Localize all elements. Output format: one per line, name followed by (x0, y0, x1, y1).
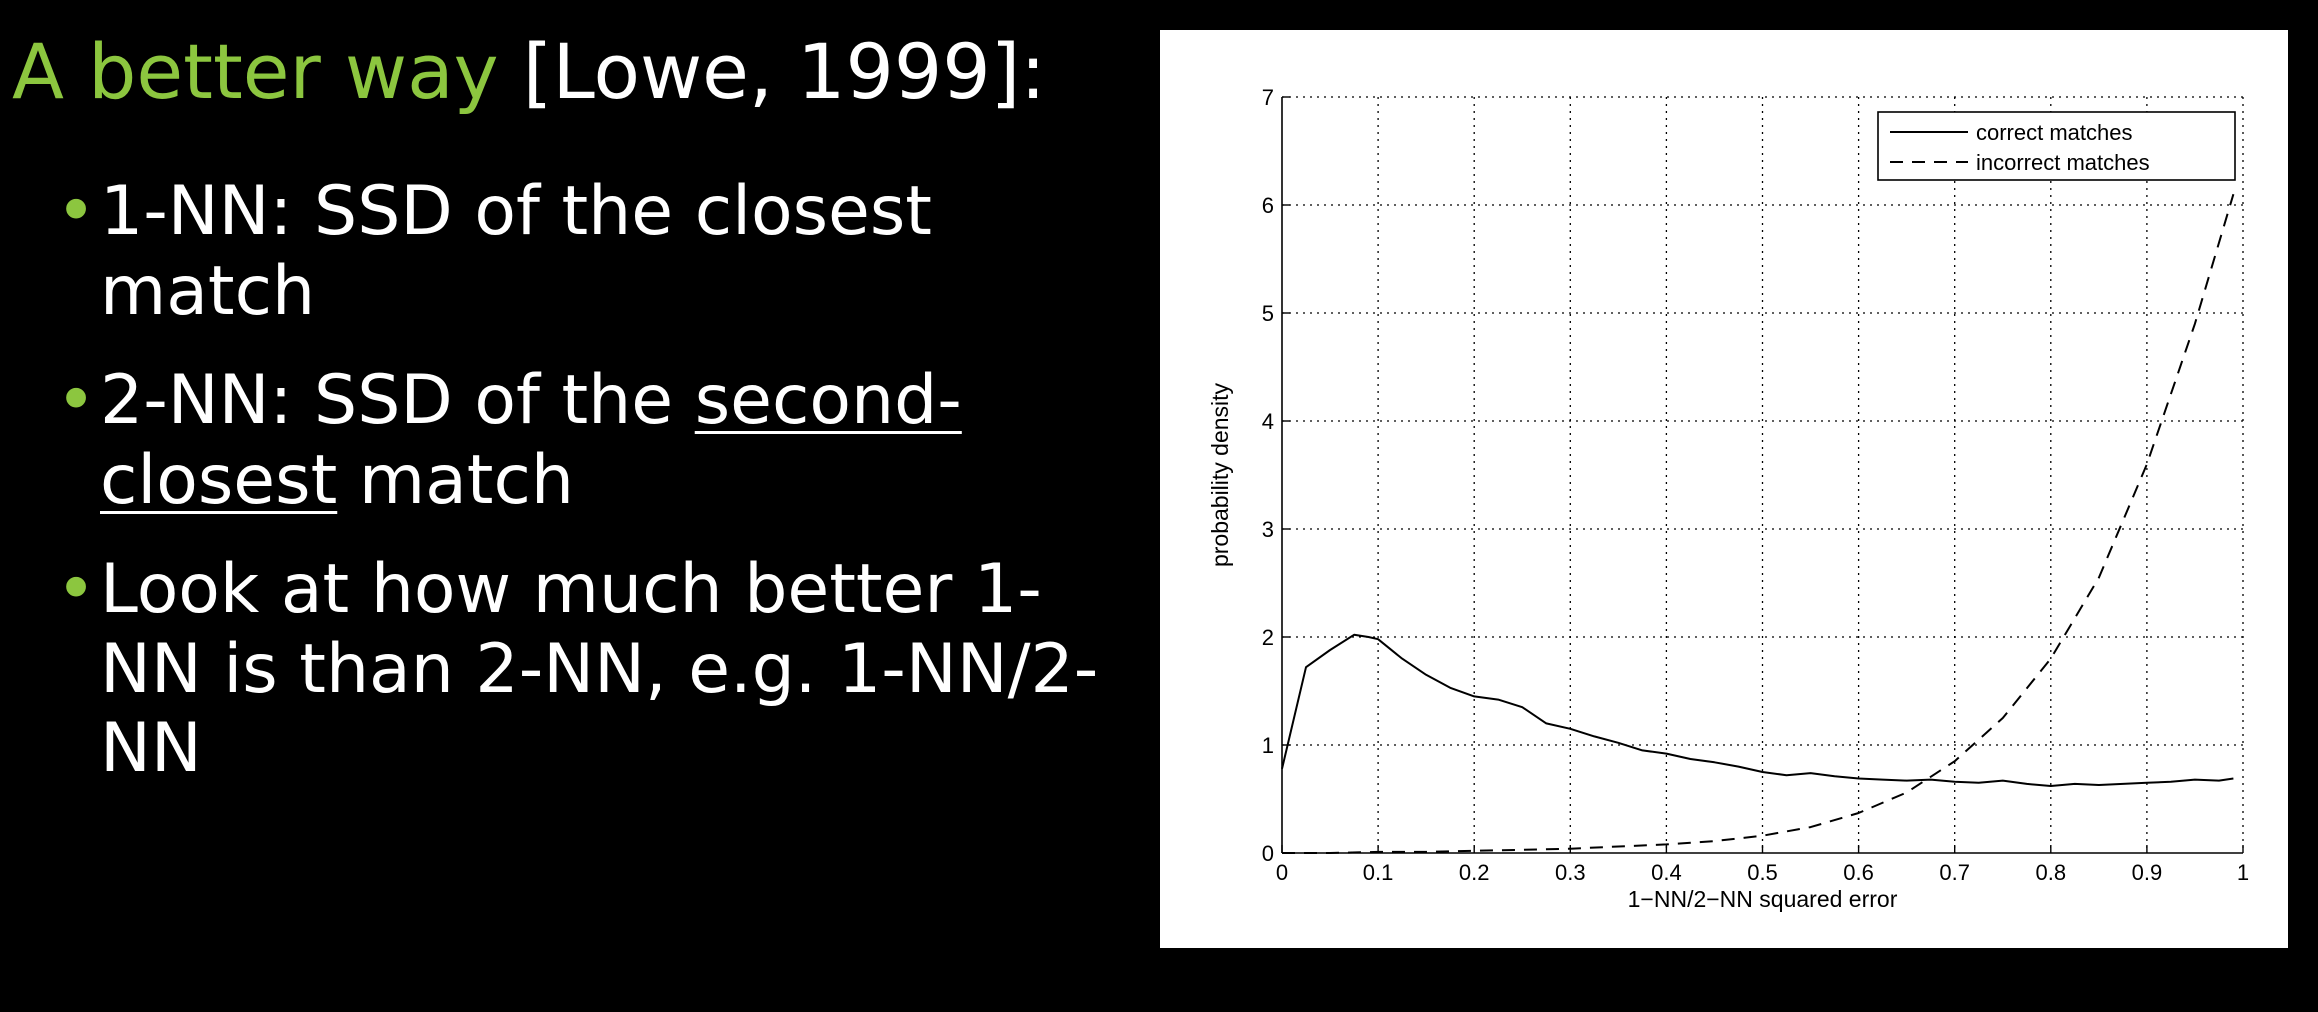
x-tick-label: 0.6 (1843, 860, 1874, 885)
x-tick-label: 0 (1276, 860, 1288, 885)
bullet-marker: • (56, 550, 97, 630)
x-tick-label: 0.4 (1651, 860, 1682, 885)
x-tick-label: 0.9 (2132, 860, 2163, 885)
bullet-item: • 1-NN: SSD of the closest match (48, 172, 1128, 331)
bullet-list: • 1-NN: SSD of the closest match • 2-NN: SS… (48, 172, 1128, 819)
x-tick-label: 1 (2237, 860, 2249, 885)
series-line-incorrect-matches (1282, 193, 2235, 854)
legend-box (1877, 111, 2236, 181)
probability-density-chart: 0 0.1 0.2 0.3 0.4 0.5 0.6 0.7 0.8 0.9 1 0 1 2 3 4 5 6 7 1−N… (1160, 30, 2288, 948)
x-tick-label: 0.2 (1459, 860, 1490, 885)
series-lines (1281, 193, 2235, 854)
legend-label: correct matches (1976, 120, 2133, 145)
bullet-item: • Look at how much better 1-NN is than 2-… (48, 550, 1128, 789)
legend: correct matches incorrect matches (1877, 111, 2236, 181)
bullet-item: • 2-NN: SSD of the second-closest match (48, 361, 1128, 520)
bullet-text: match (337, 440, 574, 520)
bullet-text-underlined: second-closest (100, 361, 962, 520)
bullet-text: Look at how much better 1-NN is than 2-N… (100, 550, 1099, 789)
x-axis-label: 1−NN/2−NN squared error (1628, 886, 1898, 912)
y-tick-label: 7 (1262, 85, 1274, 110)
axes: 0 0.1 0.2 0.3 0.4 0.5 0.6 0.7 0.8 0.9 1 0 1 2 3 4 5 6 7 1−N… (1207, 85, 2249, 912)
title-citation: [Lowe, 1999]: (522, 27, 1046, 116)
x-tick-label: 0.1 (1363, 860, 1394, 885)
bullet-marker: • (56, 172, 97, 251)
x-tick-label: 0.8 (2036, 860, 2067, 885)
y-tick-label: 5 (1262, 301, 1274, 326)
slide-title: A better way [Lowe, 1999]: (12, 30, 1046, 114)
legend-label: incorrect matches (1976, 150, 2150, 175)
bullet-marker: • (56, 361, 97, 441)
y-tick-label: 0 (1262, 841, 1274, 866)
y-tick-label: 1 (1262, 733, 1274, 758)
y-tick-label: 4 (1262, 409, 1274, 434)
chart-panel: 0 0.1 0.2 0.3 0.4 0.5 0.6 0.7 0.8 0.9 1 0 1 2 3 4 5 6 7 1−N… (1160, 30, 2288, 948)
y-tick-label: 2 (1262, 625, 1274, 650)
bullet-text: 2-NN: SSD of the (100, 361, 695, 441)
y-tick-label: 3 (1262, 517, 1274, 542)
y-axis-label: probability density (1207, 382, 1233, 567)
y-tick-label: 6 (1262, 193, 1274, 218)
grid (1282, 97, 2243, 853)
series-line-correct-matches (1281, 633, 2234, 787)
x-tick-label: 0.5 (1747, 860, 1778, 885)
bullet-text: 1-NN: SSD of the closest match (100, 172, 932, 331)
x-tick-label: 0.7 (1939, 860, 1970, 885)
x-tick-label: 0.3 (1555, 860, 1586, 885)
title-accent: A better way (12, 27, 499, 116)
chart-background (1160, 30, 2288, 948)
